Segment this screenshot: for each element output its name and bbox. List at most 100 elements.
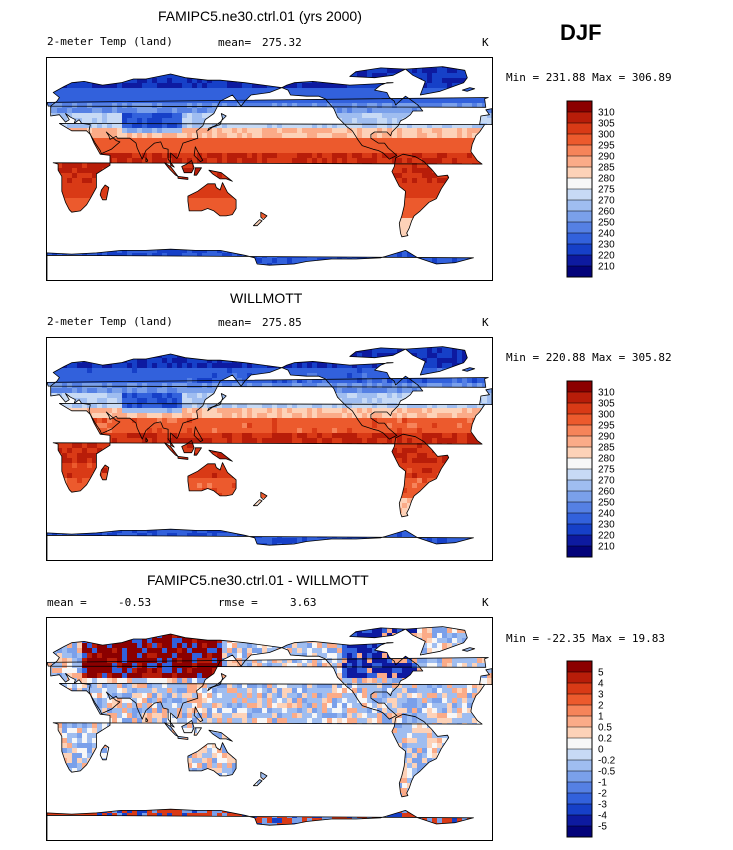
- field-cell: [372, 378, 378, 384]
- field-cell: [367, 263, 373, 269]
- field-cell: [97, 378, 103, 384]
- field-cell: [387, 118, 393, 124]
- field-cell: [462, 263, 468, 269]
- field-cell: [387, 233, 393, 239]
- field-cell: [242, 263, 248, 269]
- field-cell: [122, 203, 128, 209]
- field-cell: [202, 108, 208, 114]
- field-cell: [412, 258, 418, 264]
- field-cell: [247, 373, 253, 379]
- field-cell: [417, 83, 423, 89]
- field-cell: [137, 258, 143, 264]
- field-cell: [327, 123, 333, 129]
- field-cell: [92, 353, 98, 359]
- field-cell: [342, 368, 348, 374]
- field-cell: [227, 123, 233, 129]
- field-cell: [97, 388, 103, 394]
- field-cell: [402, 113, 408, 119]
- field-cell: [377, 268, 383, 274]
- field-cell: [172, 138, 178, 144]
- field-cell: [312, 88, 318, 94]
- field-cell: [57, 128, 63, 134]
- field-cell: [57, 98, 63, 104]
- field-cell: [487, 153, 492, 159]
- field-cell: [197, 78, 203, 84]
- field-cell: [292, 118, 298, 124]
- field-cell: [312, 168, 318, 174]
- field-cell: [417, 113, 423, 119]
- field-cell: [322, 208, 328, 214]
- field-cell: [292, 278, 298, 280]
- field-cell: [342, 168, 348, 174]
- field-cell: [472, 268, 478, 274]
- field-cell: [412, 198, 418, 204]
- field-cell: [362, 133, 368, 139]
- colorbar-swatch: [567, 211, 592, 222]
- field-cell: [412, 378, 418, 384]
- field-cell: [57, 353, 63, 359]
- field-cell: [212, 268, 218, 274]
- field-cell: [277, 353, 283, 359]
- field-cell: [432, 133, 438, 139]
- field-cell: [312, 83, 318, 89]
- panel-2-map: [46, 337, 493, 561]
- field-cell: [347, 108, 353, 114]
- field-cell: [372, 383, 378, 389]
- field-cell: [167, 153, 173, 159]
- field-cell: [47, 358, 53, 364]
- field-cell: [412, 348, 418, 354]
- field-cell: [477, 123, 483, 129]
- field-cell: [272, 358, 278, 364]
- field-cell: [372, 93, 378, 99]
- field-cell: [147, 203, 153, 209]
- field-cell: [417, 248, 423, 254]
- field-cell: [467, 188, 473, 194]
- field-cell: [452, 143, 458, 149]
- field-cell: [182, 218, 188, 224]
- field-cell: [257, 158, 263, 164]
- field-cell: [407, 193, 413, 199]
- field-cell: [362, 278, 368, 280]
- field-cell: [137, 346, 143, 349]
- field-cell: [342, 123, 348, 129]
- field-cell: [122, 363, 128, 369]
- field-cell: [147, 88, 153, 94]
- field-cell: [242, 213, 248, 219]
- field-cell: [122, 66, 128, 69]
- field-cell: [167, 148, 173, 154]
- field-cell: [362, 346, 368, 349]
- field-cell: [272, 248, 278, 254]
- field-cell: [67, 123, 73, 129]
- field-cell: [62, 378, 68, 384]
- field-cell: [447, 223, 453, 229]
- field-cell: [52, 238, 58, 244]
- field-cell: [327, 278, 333, 280]
- field-cell: [327, 263, 333, 269]
- field-cell: [342, 88, 348, 94]
- field-cell: [67, 68, 73, 74]
- field-cell: [367, 243, 373, 249]
- field-cell: [312, 138, 318, 144]
- field-cell: [237, 183, 243, 189]
- field-cell: [482, 88, 488, 94]
- field-cell: [142, 193, 148, 199]
- field-cell: [217, 243, 223, 249]
- field-cell: [277, 138, 283, 144]
- field-cell: [102, 358, 108, 364]
- field-cell: [382, 73, 388, 79]
- field-cell: [367, 143, 373, 149]
- field-cell: [202, 173, 208, 179]
- field-cell: [402, 353, 408, 359]
- field-cell: [222, 348, 228, 354]
- field-cell: [422, 103, 428, 109]
- field-cell: [377, 178, 383, 184]
- field-cell: [282, 383, 288, 389]
- field-cell: [257, 188, 263, 194]
- field-cell: [217, 103, 223, 109]
- field-cell: [297, 233, 303, 239]
- field-cell: [412, 78, 418, 84]
- field-cell: [327, 78, 333, 84]
- field-cell: [67, 378, 73, 384]
- field-cell: [287, 148, 293, 154]
- field-cell: [442, 198, 448, 204]
